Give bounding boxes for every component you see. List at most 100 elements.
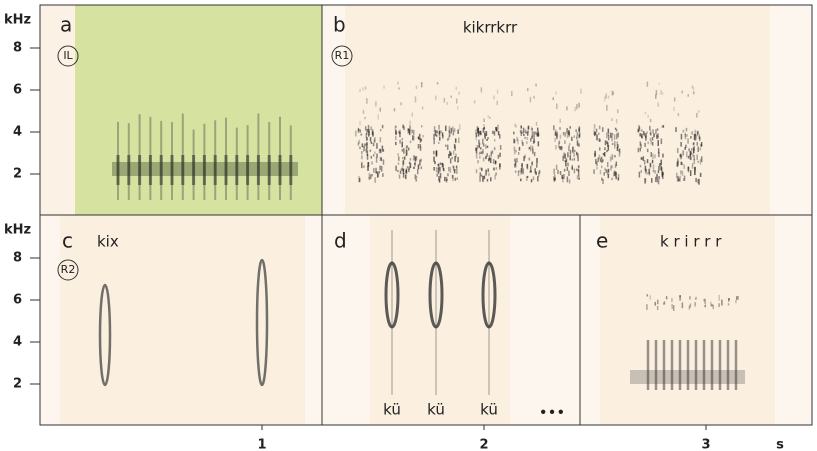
spectro-speck — [422, 134, 424, 138]
spectro-speck — [434, 130, 437, 136]
spectro-oval — [384, 261, 400, 329]
spectro-speck — [721, 299, 723, 306]
spectro-speck — [527, 125, 530, 130]
spectro-speck — [457, 129, 459, 134]
spectro-speck — [371, 161, 373, 165]
spectro-speck — [495, 126, 497, 131]
spectro-speck — [712, 304, 715, 310]
spectro-speck — [491, 150, 494, 154]
spectro-speck — [644, 111, 647, 115]
spectro-speck — [362, 145, 365, 149]
spectro-speck — [366, 150, 369, 157]
spectro-speck — [453, 169, 456, 174]
spectro-speck — [642, 156, 645, 162]
spectro-speck — [687, 166, 690, 171]
spectro-speck — [651, 137, 654, 141]
spectro-speck — [687, 94, 689, 97]
spectro-speck — [607, 134, 610, 141]
spectro-speck — [361, 163, 363, 169]
spectro-speck — [513, 138, 515, 144]
spectro-speck — [398, 87, 400, 90]
spectro-speck — [523, 156, 525, 162]
spectro-speck — [573, 168, 576, 174]
spectro-speck — [567, 152, 569, 158]
spectro-speck — [639, 147, 642, 152]
spectro-speck — [517, 138, 519, 145]
spectro-speck — [696, 130, 699, 137]
spectro-speck — [639, 133, 641, 137]
spectro-speck — [604, 167, 606, 171]
spectro-speck — [482, 157, 485, 162]
spectro-speck — [691, 130, 694, 135]
spectro-speck — [413, 166, 415, 169]
spectro-speck — [401, 141, 403, 148]
spectro-speck — [571, 164, 574, 170]
spectro-speck — [575, 151, 578, 155]
spectro-speck — [374, 151, 376, 154]
spectro-speck — [598, 125, 601, 130]
spectro-speck — [641, 129, 643, 132]
spectro-speck — [656, 173, 658, 180]
spectro-speck — [476, 126, 479, 132]
spectro-speck — [409, 125, 411, 131]
spectro-speck — [535, 83, 537, 87]
spectro-speck — [366, 142, 368, 145]
spectro-speck — [554, 177, 556, 181]
spectro-oval — [481, 261, 497, 329]
spectro-speck — [419, 146, 422, 151]
spectro-speck — [435, 134, 438, 137]
spectro-speck — [369, 149, 372, 152]
spectro-speck — [578, 177, 580, 180]
spectro-speck — [640, 157, 643, 160]
spectro-speck — [554, 129, 557, 136]
spectro-speck — [475, 129, 477, 135]
spectro-speck — [693, 159, 696, 164]
spectro-speck — [680, 155, 683, 158]
spectro-speck — [677, 158, 679, 162]
spectro-speck — [452, 175, 454, 181]
panel-a-green — [75, 5, 322, 215]
spectro-speck — [704, 298, 706, 304]
spectro-speck — [555, 145, 557, 150]
spectro-speck — [497, 124, 499, 130]
spectro-speck — [477, 159, 479, 164]
spectro-speck — [637, 128, 640, 133]
spectro-speck — [638, 127, 641, 132]
spectro-speck — [395, 135, 397, 141]
spectro-speck — [694, 302, 696, 307]
spectro-speck — [420, 158, 422, 162]
spectro-speck — [686, 134, 688, 137]
spectro-speck — [698, 136, 701, 140]
spectro-speck — [529, 96, 532, 103]
spectro-speck — [480, 151, 482, 155]
spectro-speck — [658, 82, 660, 85]
spectro-speck — [571, 136, 573, 141]
spectro-speck — [531, 127, 533, 131]
spectro-speck — [677, 112, 680, 117]
spectro-speck — [644, 178, 646, 184]
spectro-speck — [556, 130, 558, 134]
spectro-speck — [694, 171, 696, 176]
spectro-speck — [692, 148, 695, 154]
spectro-speck — [577, 168, 580, 173]
spectro-speck — [557, 169, 559, 174]
spectro-speck — [497, 154, 500, 159]
spectro-speck — [421, 106, 424, 110]
spectro-speck — [445, 144, 447, 147]
spectro-speck — [415, 175, 418, 179]
spectro-speck — [482, 128, 485, 133]
spectro-speck — [572, 146, 574, 153]
spectro-speck — [603, 151, 606, 157]
spectro-speck — [603, 172, 605, 176]
spectro-speck — [434, 161, 436, 165]
spectro-speck — [554, 132, 557, 136]
spectro-speck — [493, 167, 495, 171]
spectro-speck — [479, 172, 482, 176]
spectro-speck — [418, 133, 421, 137]
spectro-speck — [442, 168, 445, 172]
spectro-speck — [567, 162, 569, 167]
spectro-speck — [559, 118, 561, 123]
spectro-speck — [676, 147, 679, 153]
spectro-speck — [459, 124, 461, 131]
spectro-speck — [435, 95, 437, 100]
